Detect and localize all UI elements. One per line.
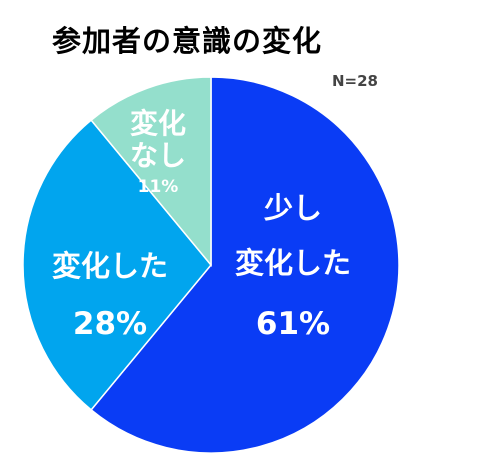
slice-3-label-line-2: なし xyxy=(130,139,186,172)
slice-1-label-line-2: 変化した xyxy=(235,246,351,280)
slice-3-label-line-1: 変化 xyxy=(130,107,186,140)
pie-slices xyxy=(22,76,400,454)
pie-slice-2 xyxy=(22,119,212,411)
pie-slice-1 xyxy=(90,76,400,454)
chart-title: 参加者の意識の変化 xyxy=(52,24,323,58)
slice-3-percent-label: 11% xyxy=(138,177,179,197)
slice-1-percent-label: 61% xyxy=(256,306,330,342)
slice-2-label-line-1: 変化した xyxy=(52,249,168,283)
sample-size-note: N=28 xyxy=(332,72,378,90)
slice-1-label-line-1: 少し xyxy=(264,191,322,225)
slice-2-percent-label: 28% xyxy=(73,306,147,342)
pie-slice-3 xyxy=(90,76,212,268)
